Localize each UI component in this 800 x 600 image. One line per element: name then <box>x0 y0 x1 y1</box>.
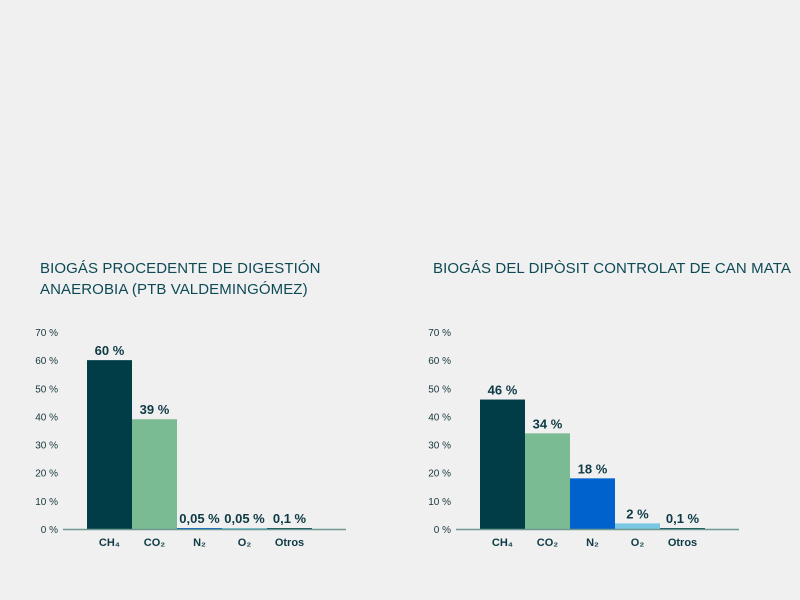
category-label-ch4: CH₄ <box>99 537 120 549</box>
y-tick-label: 70 % <box>35 328 58 339</box>
bar-chart-digestion: 0 % 10 % 20 % 30 % 40 % 50 % 60 % 70 % 60 % CH₄ 39… <box>35 328 346 549</box>
category-label-otros: Otros <box>668 537 697 549</box>
bar-n2 <box>570 478 615 529</box>
y-tick-label: 60 % <box>35 356 58 367</box>
value-label-o2: 0,05 % <box>224 511 265 526</box>
y-tick-label: 20 % <box>35 469 58 480</box>
y-tick-label: 60 % <box>428 356 451 367</box>
chart-title-digestion: BIOGÁS PROCEDENTE DE DIGESTIÓN ANAEROBIA… <box>40 260 321 298</box>
category-label-o2: O₂ <box>238 537 252 549</box>
y-tick-label: 0 % <box>41 525 58 536</box>
value-label-ch4: 60 % <box>95 343 125 358</box>
category-label-co2: CO₂ <box>144 537 166 549</box>
y-tick-label: 30 % <box>428 441 451 452</box>
value-label-co2: 39 % <box>140 402 170 417</box>
bar-co2 <box>132 419 177 529</box>
value-label-otros: 0,1 % <box>666 511 700 526</box>
y-tick-label: 50 % <box>428 384 451 395</box>
category-label-n2: N₂ <box>193 537 206 549</box>
y-tick-label: 10 % <box>428 497 451 508</box>
y-tick-label: 40 % <box>428 412 451 423</box>
y-tick-label: 20 % <box>428 469 451 480</box>
bar-ch4 <box>480 399 525 529</box>
y-tick-label: 0 % <box>434 525 451 536</box>
value-label-ch4: 46 % <box>488 383 518 398</box>
y-tick-label: 40 % <box>35 412 58 423</box>
y-tick-label: 10 % <box>35 497 58 508</box>
bar-otros <box>660 528 705 529</box>
y-tick-label: 50 % <box>35 384 58 395</box>
bar-co2 <box>525 433 570 529</box>
bar-o2 <box>222 528 267 529</box>
category-label-otros: Otros <box>275 537 304 549</box>
y-tick-label: 70 % <box>428 328 451 339</box>
category-label-n2: N₂ <box>586 537 599 549</box>
category-label-ch4: CH₄ <box>492 537 513 549</box>
category-label-o2: O₂ <box>631 537 645 549</box>
category-label-co2: CO₂ <box>537 537 559 549</box>
value-label-otros: 0,1 % <box>273 511 307 526</box>
value-label-o2: 2 % <box>626 506 649 521</box>
bar-otros <box>267 528 312 529</box>
bar-chart-can-mata: 0 % 10 % 20 % 30 % 40 % 50 % 60 % 70 % 46 % CH₄ 34… <box>428 328 739 549</box>
value-label-n2: 18 % <box>578 461 608 476</box>
bar-ch4 <box>87 360 132 529</box>
value-label-co2: 34 % <box>533 416 563 431</box>
value-label-n2: 0,05 % <box>179 511 220 526</box>
y-tick-label: 30 % <box>35 441 58 452</box>
bar-n2 <box>177 528 222 529</box>
chart-title-can-mata: BIOGÁS DEL DIPÒSIT CONTROLAT DE CAN MATA <box>433 260 791 277</box>
bar-o2 <box>615 523 660 529</box>
